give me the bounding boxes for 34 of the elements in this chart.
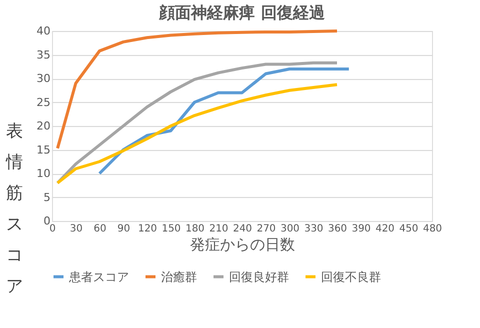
- y-axis-title: 表情筋スコア: [5, 122, 23, 296]
- x-tick-label: 60: [94, 224, 106, 234]
- y-tick-label: 35: [36, 48, 50, 62]
- x-tick-label: 90: [117, 224, 130, 234]
- y-tick-label: 30: [36, 72, 50, 85]
- line-series: [56, 61, 338, 184]
- y-tick-label: 25: [36, 96, 50, 109]
- x-tick-label: 180: [185, 224, 205, 234]
- legend-label: 回復良好群: [229, 270, 289, 284]
- x-axis-title: 発症からの日数: [190, 236, 295, 254]
- x-tick-label: 360: [328, 224, 348, 234]
- x-tick-label: 420: [375, 224, 395, 234]
- y-tick-label: 40: [36, 24, 50, 38]
- x-tick-label: 390: [352, 224, 371, 234]
- x-tick-label: 330: [304, 224, 324, 234]
- line-series: [56, 30, 338, 150]
- x-tick-label: 150: [162, 224, 181, 234]
- legend-label: 回復不良群: [321, 270, 381, 284]
- x-tick-label: 450: [399, 224, 418, 234]
- x-tick-label: 30: [70, 224, 83, 234]
- y-tick-label: 10: [36, 167, 50, 180]
- x-tick-label: 300: [280, 224, 300, 234]
- chart-title: 顔面神経麻痺 回復経過: [158, 3, 326, 22]
- x-tick-label: 270: [256, 224, 276, 234]
- y-tick-label: 5: [44, 190, 50, 204]
- legend-label: 患者スコア: [68, 270, 129, 284]
- legend-label: 治癒群: [161, 270, 197, 284]
- line-series: [56, 83, 338, 184]
- x-tick-label: 240: [232, 224, 252, 234]
- x-tick-label: 210: [209, 224, 228, 234]
- x-tick-label: 120: [138, 224, 158, 234]
- y-tick-label: 15: [36, 143, 50, 156]
- x-tick-label: 480: [422, 224, 442, 234]
- y-tick-label: 20: [36, 120, 50, 132]
